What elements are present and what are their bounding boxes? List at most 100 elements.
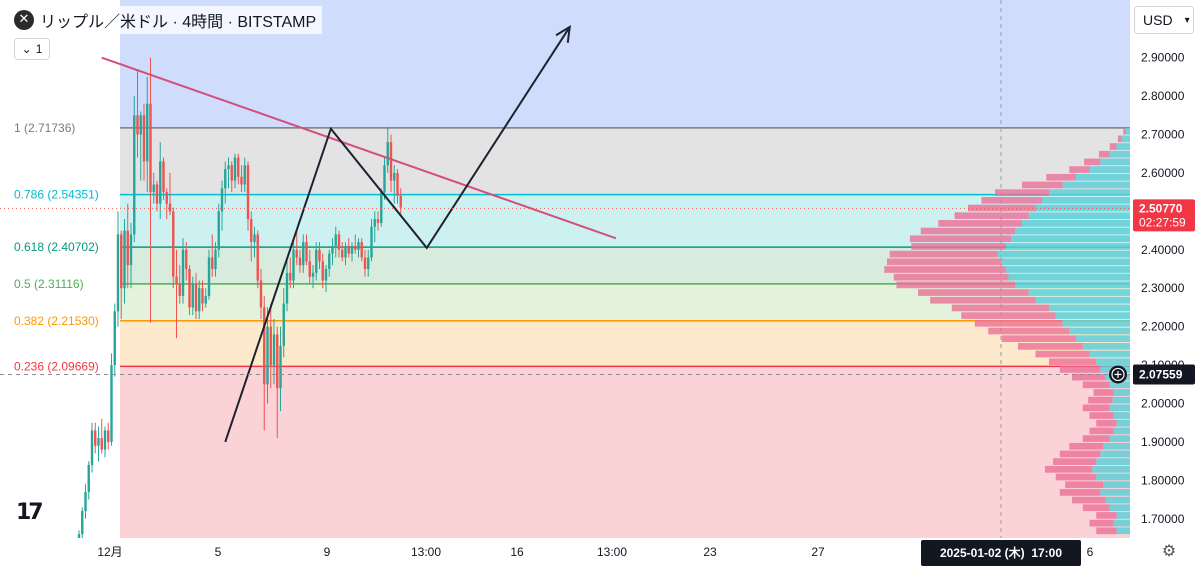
- candle-body: [246, 165, 250, 220]
- candle-body: [214, 249, 217, 269]
- volume-profile-down-bar: [1053, 458, 1097, 465]
- candle-body: [292, 249, 295, 281]
- volume-profile-down-bar: [951, 304, 1049, 312]
- candle-body: [113, 311, 116, 366]
- volume-profile-up-bar: [1015, 227, 1130, 235]
- candle-body: [107, 430, 110, 442]
- candle-body: [133, 115, 136, 235]
- volume-profile-down-bar: [1055, 473, 1097, 481]
- volume-profile-down-bar: [1044, 465, 1093, 473]
- candle-body: [279, 345, 282, 389]
- volume-profile-up-bar: [1103, 481, 1130, 489]
- x-axis-tick-label: 23: [703, 545, 717, 559]
- candle-body: [302, 242, 305, 266]
- gear-icon[interactable]: ⚙: [1161, 541, 1177, 560]
- candle-body: [87, 464, 90, 492]
- candle-body: [120, 234, 123, 289]
- fib-level-label: 0.236 (2.09669): [14, 359, 99, 373]
- candle-body: [367, 257, 370, 269]
- volume-profile-down-bar: [889, 250, 998, 258]
- volume-profile-down-bar: [909, 235, 1012, 243]
- candle-body: [250, 219, 253, 243]
- volume-profile-down-bar: [968, 204, 1036, 212]
- y-axis-tick-label: 2.90000: [1141, 51, 1185, 65]
- xrp-logo-icon: ✕: [14, 10, 34, 30]
- volume-profile-up-bar: [1121, 135, 1130, 143]
- candle-body: [324, 269, 328, 281]
- volume-profile-down-bar: [1049, 358, 1097, 366]
- candle-body: [136, 115, 139, 135]
- volume-profile-up-bar: [1069, 327, 1130, 335]
- candle-body: [295, 249, 298, 258]
- candle-body: [363, 257, 367, 269]
- volume-profile-down-bar: [974, 319, 1063, 327]
- volume-profile-up-bar: [1096, 458, 1130, 465]
- volume-profile-down-bar: [1082, 404, 1110, 412]
- candle-body: [211, 257, 214, 269]
- volume-profile-up-bar: [1100, 489, 1130, 496]
- volume-profile-down-bar: [1109, 143, 1117, 150]
- projection-path: [224, 26, 571, 443]
- candle-body: [230, 165, 233, 181]
- volume-profile-down-bar: [1071, 496, 1106, 504]
- date-crosshair-badge: [921, 540, 1081, 566]
- candle-body: [259, 280, 263, 308]
- fib-zone: [120, 320, 1130, 367]
- x-axis-tick-label: 5: [215, 545, 222, 559]
- volume-profile-up-bar: [1062, 181, 1130, 189]
- candle-body: [224, 169, 227, 189]
- fib-zone: [120, 366, 1130, 538]
- y-axis-tick-label: 2.60000: [1141, 166, 1185, 180]
- candle-body: [233, 157, 237, 181]
- y-axis-tick-label: 2.20000: [1141, 320, 1185, 334]
- candle-body: [318, 249, 321, 262]
- volume-profile-down-bar: [988, 327, 1070, 335]
- candle-body: [399, 195, 402, 208]
- candle-body: [393, 172, 396, 181]
- candle-body: [84, 491, 87, 512]
- plus-icon-ring: [1111, 367, 1125, 382]
- currency-selector[interactable]: USD ▾: [1134, 6, 1194, 34]
- volume-profile-up-bar: [1028, 289, 1130, 296]
- volume-profile-down-bar: [1098, 150, 1110, 158]
- volume-profile-down-bar: [1088, 396, 1113, 404]
- x-axis-tick-label: 12月: [97, 545, 122, 559]
- volume-profile-up-bar: [1049, 189, 1130, 196]
- candle-body: [389, 142, 393, 181]
- volume-profile-up-bar: [1113, 389, 1130, 396]
- collapse-indicators-button[interactable]: ⌄ 1: [14, 38, 50, 60]
- volume-profile-down-bar: [1046, 173, 1076, 181]
- volume-profile-up-bar: [1062, 319, 1130, 327]
- last-price-badge: [1133, 199, 1195, 232]
- candle-body: [321, 261, 324, 281]
- y-axis-tick-label: 2.30000: [1141, 281, 1185, 295]
- volume-profile-down-bar: [1089, 412, 1114, 419]
- y-axis-tick-label: 2.70000: [1141, 128, 1185, 142]
- candle-body: [191, 284, 194, 308]
- candle-body: [298, 257, 302, 266]
- candle-body: [123, 230, 126, 289]
- candle-body: [243, 165, 246, 185]
- candle-body: [198, 288, 201, 312]
- candle-body: [116, 234, 120, 312]
- candle-body: [178, 284, 181, 296]
- y-axis-tick-label: 2.80000: [1141, 89, 1185, 103]
- volume-profile-up-bar: [1109, 504, 1130, 512]
- countdown-label: 02:27:59: [1139, 215, 1186, 229]
- x-axis-tick-label: 9: [324, 545, 331, 559]
- candle-body: [344, 245, 347, 258]
- candle-body: [227, 165, 230, 170]
- tradingview-logo-icon[interactable]: 17: [16, 500, 44, 525]
- candle-body: [315, 249, 318, 273]
- chart-title: リップル／米ドル · 4時間 · BITSTAMP: [40, 14, 317, 31]
- candle-body: [311, 272, 315, 277]
- volume-profile-down-bar: [1022, 181, 1063, 189]
- x-axis-tick-label: 27: [811, 545, 825, 559]
- volume-profile-down-bar: [911, 243, 1006, 250]
- volume-profile-down-bar: [1001, 335, 1076, 343]
- volume-profile-up-bar: [997, 250, 1130, 258]
- candle-body: [256, 234, 259, 281]
- fib-level-label: 0.382 (2.21530): [14, 314, 99, 328]
- symbol-legend[interactable]: ✕ リップル／米ドル · 4時間 · BITSTAMP: [8, 6, 323, 34]
